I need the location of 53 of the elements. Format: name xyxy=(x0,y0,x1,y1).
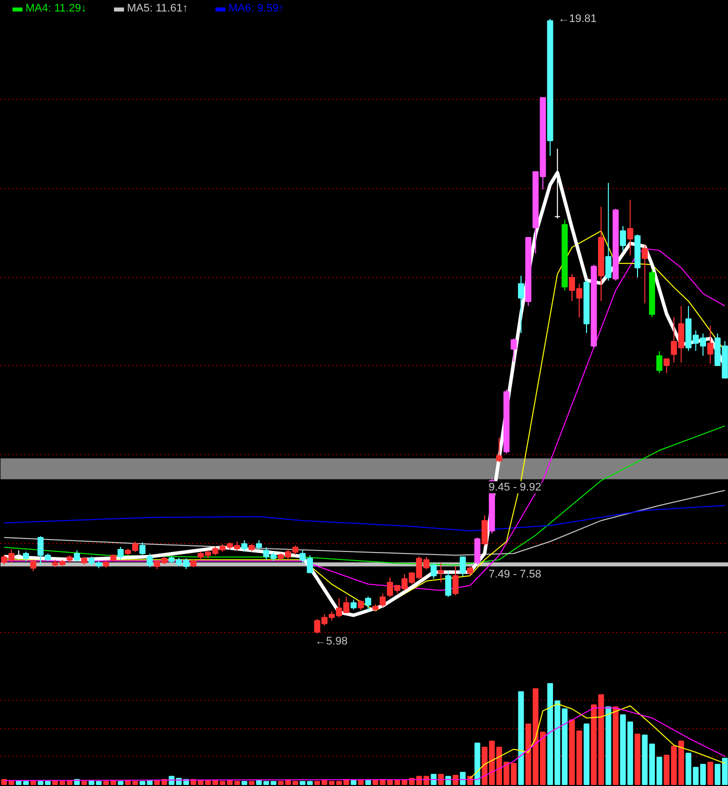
candlestick xyxy=(146,552,153,568)
candlestick xyxy=(430,562,437,580)
candlestick xyxy=(482,514,488,546)
candlestick xyxy=(460,556,466,577)
candlestick xyxy=(664,358,670,374)
candlestick xyxy=(380,592,386,608)
candlestick xyxy=(656,350,662,374)
bar xyxy=(118,780,124,785)
annotation: ←19.81 xyxy=(558,12,597,25)
bar xyxy=(474,742,480,785)
bar xyxy=(81,780,88,785)
band-label: 9.45 - 9.92 xyxy=(488,481,542,494)
text: ←5.98 xyxy=(315,635,348,648)
bar xyxy=(248,780,255,785)
candlestick xyxy=(438,562,444,583)
candlestick xyxy=(74,550,80,562)
candlestick xyxy=(510,338,517,362)
bar xyxy=(358,780,364,785)
legend-label: MA6: 9.59↑ xyxy=(228,2,284,14)
candlestick xyxy=(22,551,30,562)
candlestick xyxy=(256,540,262,550)
candlestick xyxy=(241,540,248,552)
bar xyxy=(584,724,590,785)
bar xyxy=(350,780,356,785)
bar xyxy=(707,762,714,785)
candlestick xyxy=(16,550,22,560)
candlestick xyxy=(620,226,626,251)
bar xyxy=(518,691,524,785)
candlestick xyxy=(707,325,714,364)
bar xyxy=(634,734,640,785)
candlestick xyxy=(605,182,612,282)
candlestick xyxy=(358,600,364,610)
candlestick xyxy=(467,566,474,576)
candlestick xyxy=(518,275,524,334)
bar xyxy=(606,706,612,785)
candlestick xyxy=(496,437,502,463)
band-label: 7.49 - 7.58 xyxy=(488,568,542,580)
candlestick xyxy=(627,199,634,256)
bar xyxy=(612,706,619,785)
legend-label: MA5: 11.61↑ xyxy=(127,2,188,14)
candlestick xyxy=(350,599,357,610)
candlestick xyxy=(118,546,124,560)
candlestick xyxy=(474,536,480,566)
candlestick xyxy=(642,245,648,304)
candlestick xyxy=(445,570,452,598)
bar xyxy=(365,780,372,785)
candlestick xyxy=(365,596,372,612)
candlestick xyxy=(30,559,36,572)
bar xyxy=(242,780,248,785)
candlestick xyxy=(452,566,459,596)
legend-label: MA4: 11.29↓ xyxy=(26,2,86,14)
bar xyxy=(438,774,444,785)
candlestick xyxy=(139,542,146,556)
